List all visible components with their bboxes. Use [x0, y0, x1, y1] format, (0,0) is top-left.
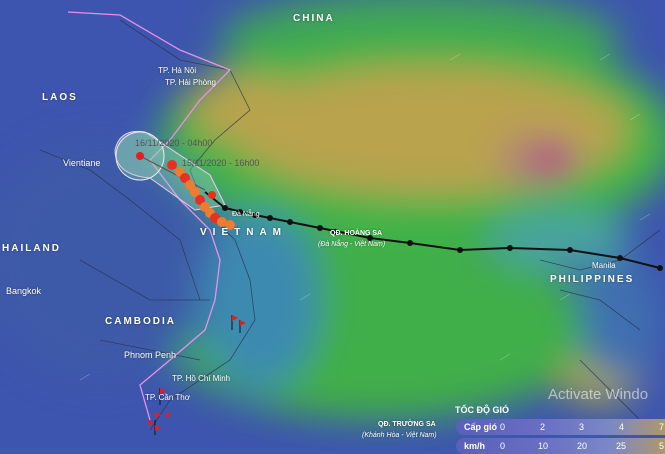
warning-markers	[167, 160, 235, 230]
label-haiphong: TP. Hải Phòng	[165, 78, 216, 87]
label-cantho: TP. Cần Thơ	[145, 393, 190, 402]
activation-watermark: Activate Windo	[548, 386, 649, 403]
legend-value: 5	[659, 441, 665, 451]
storm-center-icon	[136, 152, 144, 160]
legend-value: 2	[540, 422, 546, 432]
label-truongsa-sub: (Khánh Hòa - Việt Nam)	[362, 432, 437, 439]
label-cambodia: CAMBODIA	[105, 316, 176, 327]
legend-value: 4	[619, 422, 625, 432]
forecast-label-1: 16/11/2020 - 04h00	[135, 138, 213, 148]
label-hoangsa: QĐ. HOÀNG SA	[330, 230, 383, 237]
legend-row1-label: Cấp gió	[464, 422, 497, 432]
legend-title: TỐC ĐỘ GIÓ	[455, 405, 509, 415]
label-phnom-penh: Phnom Penh	[124, 350, 177, 360]
label-philippines: PHILIPPINES	[550, 274, 635, 285]
label-hoangsa-sub: (Đà Nẵng - Việt Nam)	[318, 241, 386, 248]
label-bangkok: Bangkok	[6, 286, 42, 296]
legend-row-kmh: km/h 0 10 20 25 5	[456, 438, 665, 454]
label-thailand: HAILAND	[2, 243, 61, 254]
label-hanoi: TP. Hà Nội	[158, 66, 197, 75]
legend-value: 0	[500, 441, 506, 451]
legend-value: 7	[659, 422, 665, 432]
track-points	[222, 205, 663, 271]
legend-value: 0	[500, 422, 506, 432]
wind-streaks	[79, 53, 651, 381]
legend-value: 25	[616, 441, 627, 451]
forecast-label-2: 15/11/2020 - 16h00	[182, 158, 260, 168]
label-hcm: TP. Hồ Chí Minh	[172, 374, 231, 383]
legend-value: 10	[538, 441, 549, 451]
storm-track	[204, 191, 661, 269]
label-vientiane: Vientiane	[63, 158, 101, 168]
label-vietnam: VIETNAM	[200, 227, 287, 238]
label-laos: LAOS	[42, 92, 78, 103]
vietnam-border	[67, 11, 232, 421]
legend-row2-label: km/h	[464, 441, 486, 451]
label-manila: Manila	[592, 261, 616, 270]
label-china: CHINA	[293, 13, 335, 24]
legend-row-beaufort: Cấp gió 0 2 3 4 7	[456, 419, 665, 435]
legend-value: 20	[577, 441, 588, 451]
legend-value: 3	[579, 422, 585, 432]
label-danang: Đà Nẵng	[232, 211, 260, 218]
label-truongsa: QĐ. TRƯỜNG SA	[378, 421, 436, 428]
